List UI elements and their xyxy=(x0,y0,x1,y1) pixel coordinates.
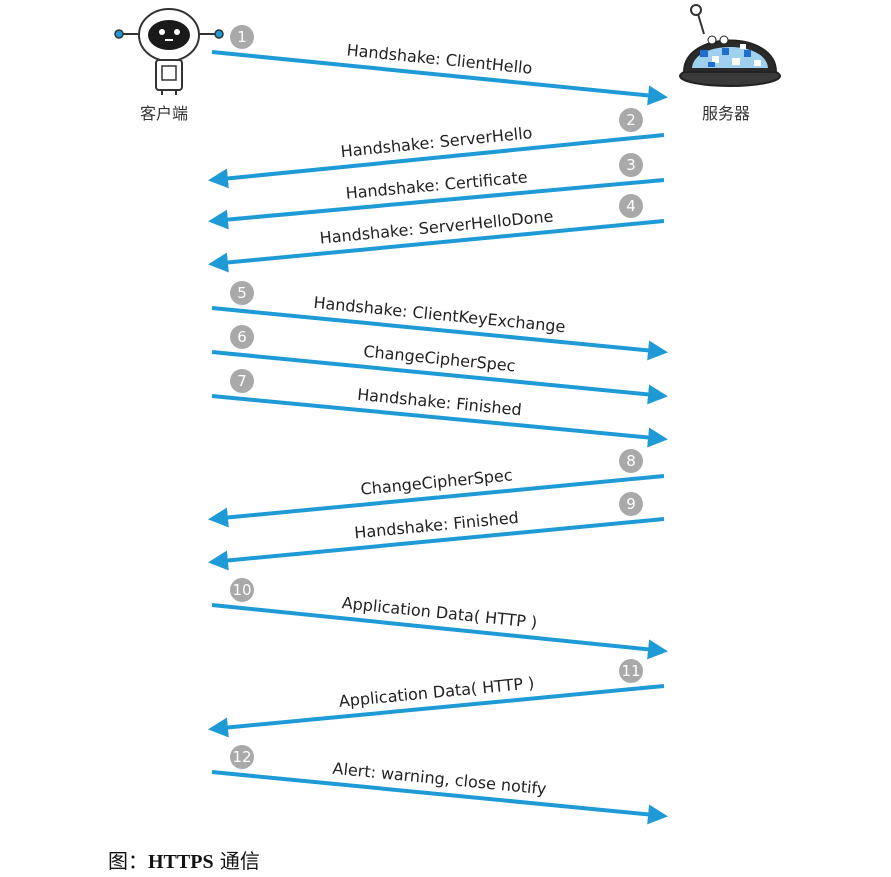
step-badge xyxy=(619,449,643,473)
message-11: 11 Application Data( HTTP ) xyxy=(208,659,665,738)
step-badge xyxy=(619,492,643,516)
message-label: Handshake: Finished xyxy=(356,385,522,420)
message-arrow xyxy=(208,133,665,189)
message-3: 3 Handshake: Certificate xyxy=(208,153,665,230)
message-1: 1 Handshake: ClientHello xyxy=(211,25,668,106)
message-label: Application Data( HTTP ) xyxy=(338,673,535,710)
step-badge xyxy=(230,281,254,305)
message-label: Handshake: Certificate xyxy=(345,167,529,202)
step-number: 8 xyxy=(626,452,636,470)
client-label: 客户端 xyxy=(140,104,189,123)
step-badge xyxy=(619,659,643,683)
message-arrow xyxy=(208,684,665,738)
step-number: 3 xyxy=(626,156,636,174)
step-badge xyxy=(230,325,254,349)
message-arrow xyxy=(211,306,668,361)
step-badge xyxy=(619,108,643,132)
message-arrow xyxy=(208,178,665,230)
message-arrow xyxy=(208,474,665,528)
step-badge xyxy=(230,578,254,602)
step-number: 4 xyxy=(626,197,636,215)
message-arrow xyxy=(208,219,665,273)
message-arrow xyxy=(211,50,668,106)
server-label: 服务器 xyxy=(702,104,751,123)
step-number: 7 xyxy=(237,372,247,390)
message-list: 1 Handshake: ClientHello 2 Handshake: Serve… xyxy=(208,25,668,825)
step-badge xyxy=(230,745,254,769)
robot-server-icon xyxy=(679,4,781,87)
caption-bold: HTTPS xyxy=(148,851,214,873)
message-arrow xyxy=(211,603,668,660)
step-badge xyxy=(619,194,643,218)
message-arrow xyxy=(208,517,665,571)
caption-prefix: 图： xyxy=(108,849,148,873)
step-number: 11 xyxy=(621,662,640,680)
step-number: 2 xyxy=(626,111,636,129)
figure-caption: 图：HTTPS 通信 xyxy=(108,845,260,874)
message-arrow xyxy=(211,394,668,448)
message-2: 2 Handshake: ServerHello xyxy=(208,108,665,189)
step-badge xyxy=(619,153,643,177)
step-number: 10 xyxy=(232,581,251,599)
message-arrow xyxy=(211,350,668,405)
step-number: 1 xyxy=(237,28,247,46)
step-badge xyxy=(230,25,254,49)
message-5: 5 Handshake: ClientKeyExchange xyxy=(211,281,668,361)
step-badge xyxy=(230,369,254,393)
message-7: 7 Handshake: Finished xyxy=(211,369,668,448)
message-9: 9 Handshake: Finished xyxy=(208,492,665,571)
message-arrow xyxy=(211,770,668,825)
caption-suffix: 通信 xyxy=(213,849,260,873)
message-label: Handshake: ClientHello xyxy=(346,40,533,77)
step-number: 9 xyxy=(626,495,636,513)
message-label: Handshake: ServerHello xyxy=(340,123,533,161)
step-number: 5 xyxy=(237,284,247,302)
message-label: Handshake: Finished xyxy=(354,508,520,543)
robot-client-icon xyxy=(114,8,224,95)
step-number: 6 xyxy=(237,328,247,346)
step-number: 12 xyxy=(232,748,251,766)
